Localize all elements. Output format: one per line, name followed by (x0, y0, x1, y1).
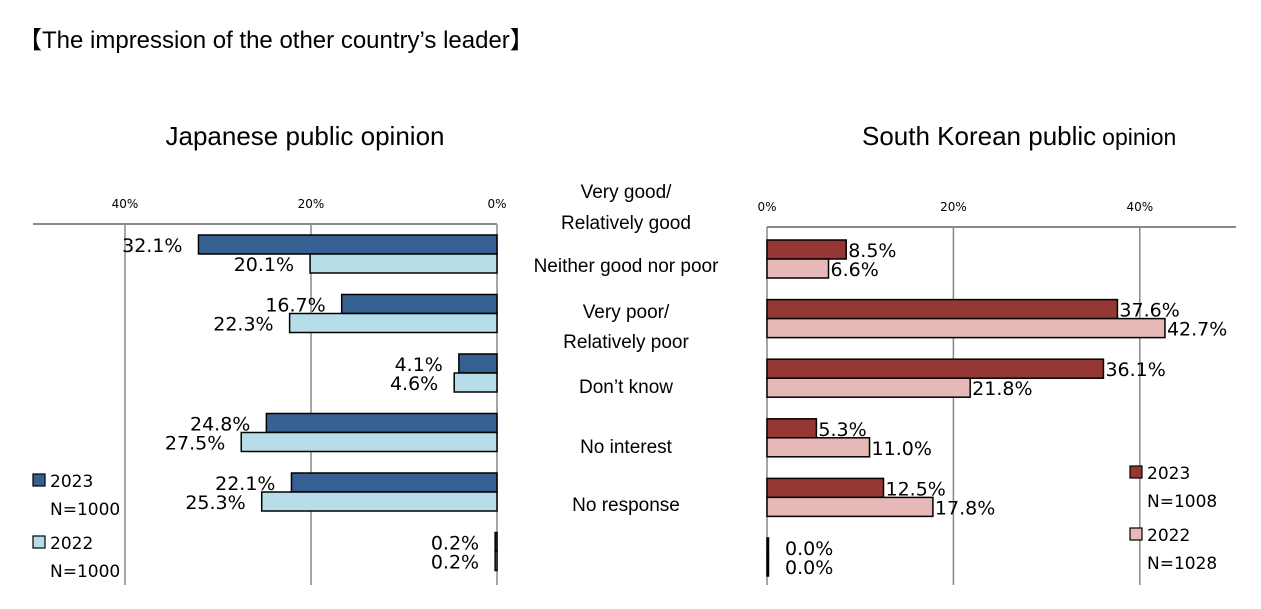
bar-2022 (453, 372, 498, 393)
data-label: 24.8% (190, 414, 250, 436)
japan-chart: 40% 20% 0% 32.1% 16.7% 4.1% 24.8% 22.1% 0.2% 2023… (32, 197, 507, 585)
bar-2022 (260, 491, 498, 512)
bar-2023 (766, 418, 818, 439)
tick-label: 40% (1126, 200, 1153, 214)
data-label: 22.1% (215, 473, 275, 495)
data-label: 0.0% (785, 538, 833, 560)
tick-label: 20% (940, 200, 967, 214)
data-label: 20.1% (234, 254, 294, 276)
data-label: 37.6% (1119, 300, 1179, 322)
data-label: 21.8% (972, 378, 1032, 400)
category-label: Very poor/ (583, 302, 670, 323)
data-label: 4.6% (390, 373, 438, 395)
bar-2023 (766, 358, 1105, 379)
data-label: 16.7% (265, 295, 325, 317)
category-label: Relatively poor (563, 332, 689, 353)
data-label: 0.2% (431, 552, 479, 574)
bar-2023 (766, 537, 770, 558)
category-labels: Very good/Relatively good Neither good no… (534, 182, 720, 516)
bar-2023 (458, 353, 498, 374)
legend-label: 2022 (50, 534, 93, 554)
legend-label: 2023 (1147, 464, 1190, 484)
korea-chart-title-suffix: opinion (1102, 124, 1176, 150)
legend-label: 2023 (50, 472, 93, 492)
category-label: No interest (580, 437, 673, 458)
tick-label: 0% (757, 200, 776, 214)
category-label: Very good/ (581, 182, 673, 203)
data-label: 6.6% (831, 259, 879, 281)
data-label: 5.3% (818, 419, 866, 441)
bar-2023 (766, 239, 847, 260)
data-label: 25.3% (185, 492, 245, 514)
japan-chart-title: Japanese public opinion (166, 121, 445, 151)
legend-swatch-2023 (1129, 465, 1143, 479)
korea-chart-title-main: South Korean public (862, 121, 1096, 151)
category-label: Neither good nor poor (534, 256, 720, 277)
legend-swatch-2022 (1129, 527, 1143, 541)
category-label: No response (572, 495, 680, 516)
data-label: 42.7% (1167, 319, 1227, 341)
bar-2023 (197, 234, 498, 255)
data-label: 4.1% (395, 354, 443, 376)
legend-n: N=1000 (50, 500, 120, 520)
bar-2022 (309, 253, 498, 274)
category-label: Relatively good (561, 213, 691, 234)
data-label: 17.8% (935, 497, 995, 519)
legend-n: N=1000 (50, 562, 120, 582)
legend-n: N=1028 (1147, 554, 1217, 574)
bar-2022 (766, 496, 934, 518)
bar-2023 (766, 477, 885, 499)
bar-2022 (494, 550, 498, 572)
legend-n: N=1008 (1147, 492, 1217, 512)
data-label: 22.3% (213, 314, 273, 336)
bar-2022 (766, 437, 871, 458)
data-label: 0.2% (431, 533, 479, 555)
bar-2022 (240, 431, 498, 453)
bar-2023 (290, 472, 498, 493)
korea-chart-title: South Korean public opinion (862, 121, 1176, 151)
legend-swatch-2022 (32, 535, 46, 549)
data-label: 12.5% (886, 478, 946, 500)
tick-label: 0% (487, 197, 506, 211)
bar-2023 (766, 298, 1119, 320)
legend-label: 2022 (1147, 526, 1190, 546)
data-label: 36.1% (1105, 359, 1165, 381)
bar-2022 (766, 258, 830, 279)
bar-2022 (766, 317, 1166, 339)
data-label: 27.5% (165, 433, 225, 455)
bar-2023 (494, 531, 498, 553)
tick-label: 20% (298, 197, 325, 211)
bar-2022 (288, 312, 498, 334)
legend-swatch-2023 (32, 473, 46, 487)
category-label: Don’t know (579, 377, 673, 398)
tick-label: 40% (112, 197, 139, 211)
bar-2022 (766, 377, 971, 398)
data-label: 8.5% (848, 240, 896, 262)
data-label: 32.1% (122, 235, 182, 257)
data-label: 0.0% (785, 557, 833, 579)
data-label: 11.0% (872, 438, 932, 460)
bar-2022 (766, 556, 770, 577)
bar-2023 (265, 412, 498, 434)
bar-2023 (340, 293, 498, 315)
page-title: 【The impression of the other country’s l… (18, 27, 534, 54)
korea-chart: 0% 20% 40% 8.5% 37.6% 36.1% 5.3% 12.5% 0.0% 2023 N… (757, 200, 1236, 585)
